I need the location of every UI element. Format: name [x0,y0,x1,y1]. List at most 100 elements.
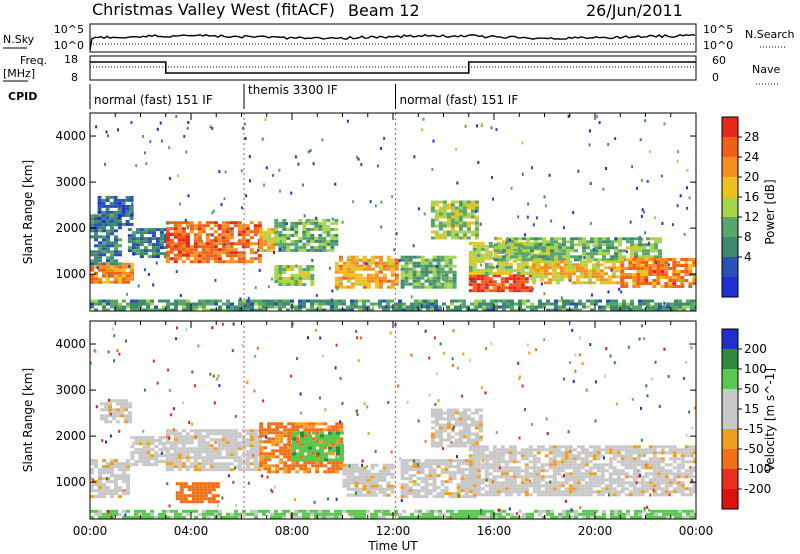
heatmap-cell [165,465,170,469]
heatmap-cell [552,487,557,491]
heatmap-cell [263,243,268,247]
heatmap-cell [120,405,125,409]
heatmap-cell [193,239,198,243]
heatmap-cell [468,495,473,499]
heatmap-cell [179,497,184,501]
heatmap-cell [138,436,143,440]
heatmap-cell [642,249,646,253]
heatmap-cell [484,283,489,287]
heatmap-cell [98,474,102,478]
heatmap-cell [315,467,320,471]
heatmap-cell [316,434,320,438]
heatmap-cell [506,249,510,253]
heatmap-cell [237,435,242,439]
heatmap-cell [331,464,336,468]
heatmap-cell [209,465,214,469]
heatmap-cell [249,468,254,472]
heatmap-cell [434,441,439,445]
heatmap-cell [135,252,140,256]
heatmap-cell [245,242,250,246]
heatmap-cell [135,243,140,247]
heatmap-cell [90,229,94,233]
heatmap-cell [644,463,649,467]
heatmap-cell [464,477,469,481]
heatmap-cell [320,437,324,441]
heatmap-cell [298,277,303,280]
heatmap-cell [282,248,287,252]
heatmap-cell [331,467,336,471]
heatmap-cell [126,265,130,269]
heatmap-cell [528,451,533,455]
heatmap-cell [106,235,110,239]
heatmap-cell [478,305,482,309]
heatmap-cell [211,497,216,501]
heatmap-cell [173,438,178,442]
heatmap-cell [146,451,151,455]
heatmap-cell [478,423,483,427]
heatmap-cell [211,494,216,498]
heatmap-cell [195,488,200,492]
heatmap-cell [221,444,226,448]
heatmap-cell [318,227,323,231]
heatmap-cell [366,261,371,265]
heatmap-cell [205,435,210,439]
heatmap-cell [492,469,497,473]
heatmap-cell [304,443,308,447]
heatmap-cell [303,467,308,471]
heatmap-cell [308,434,312,438]
heatmap-cell [346,285,351,289]
heatmap-cell [195,482,200,486]
date-label: 26/Jun/2011 [586,1,683,20]
heatmap-cell [294,224,299,228]
heatmap-cell [534,305,538,309]
heatmap-cell [350,466,355,470]
heatmap-cell [522,302,526,306]
heatmap-cell [526,249,530,253]
heatmap-cell [472,463,477,467]
heatmap-cell [191,482,196,486]
heatmap-speck [460,202,463,206]
heatmap-speck [364,306,367,310]
heatmap-cell [668,276,673,279]
heatmap-speck [442,274,445,278]
heatmap-cell [668,490,673,494]
heatmap-cell [253,227,258,231]
heatmap-cell [454,206,459,210]
heatmap-speck [240,169,243,173]
heatmap-cell [576,493,581,497]
heatmap-cell [283,452,288,456]
heatmap-cell [564,478,569,482]
heatmap-speck [614,237,617,241]
heatmap-cell [274,302,278,306]
heatmap-cell [624,487,629,491]
heatmap-cell [454,233,459,237]
heatmap-cell [676,475,681,479]
heatmap-cell [366,279,371,283]
heatmap-cell [106,271,110,275]
heatmap-cell [165,432,170,436]
heatmap-cell [126,468,130,472]
heatmap-cell [177,432,182,436]
heatmap-cell [298,221,303,225]
heatmap-cell [648,472,653,476]
heatmap-cell [201,245,206,249]
heatmap-cell [452,255,457,259]
heatmap-cell [548,487,553,491]
heatmap-cell [241,236,246,240]
heatmap-cell [307,470,312,474]
heatmap-cell [600,493,605,497]
heatmap-cell [458,305,462,309]
heatmap-cell [462,432,467,436]
heatmap-cell [319,440,324,444]
heatmap-speck [137,284,140,288]
heatmap-cell [618,237,622,241]
heatmap-cell [442,230,447,234]
heatmap-cell [250,305,254,309]
heatmap-cell [390,472,395,476]
heatmap-cell [233,459,238,463]
heatmap-cell [233,438,238,442]
heatmap-cell [245,444,250,448]
heatmap-cell [311,437,316,441]
heatmap-cell [279,440,284,444]
